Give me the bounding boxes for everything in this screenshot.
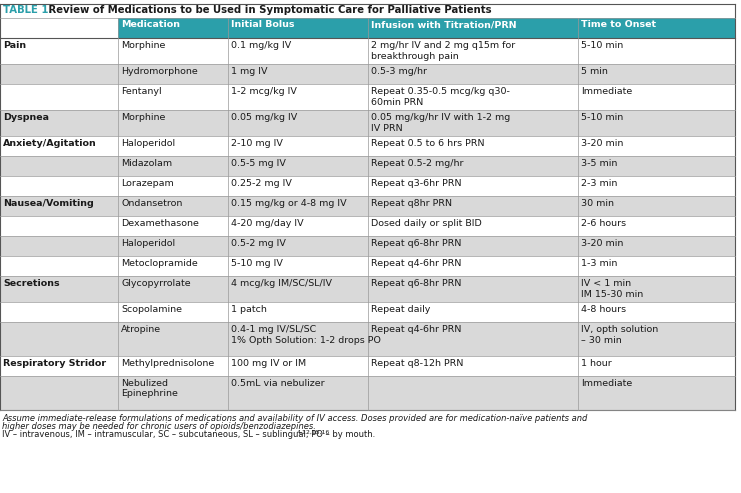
Bar	[0, 196, 735, 216]
Bar	[0, 156, 735, 176]
Text: 2-3 min: 2-3 min	[581, 178, 617, 187]
Text: 0.5-3 mg/hr: 0.5-3 mg/hr	[371, 67, 427, 75]
Bar	[0, 176, 735, 196]
Text: 3-20 min: 3-20 min	[581, 239, 623, 247]
Text: 0.05 mg/kg/hr IV with 1-2 mg
IV PRN: 0.05 mg/kg/hr IV with 1-2 mg IV PRN	[371, 112, 511, 133]
Text: 5-10 mg IV: 5-10 mg IV	[231, 258, 283, 268]
Text: IV – intravenous, IM – intramuscular, SC – subcutaneous, SL – sublingual, PO – b: IV – intravenous, IM – intramuscular, SC…	[2, 430, 375, 439]
Text: 4 mcg/kg IM/SC/SL/IV: 4 mcg/kg IM/SC/SL/IV	[231, 279, 332, 287]
Text: Nausea/Vomiting: Nausea/Vomiting	[3, 199, 94, 208]
Text: Dexamethasone: Dexamethasone	[121, 218, 199, 227]
Text: 1 mg IV: 1 mg IV	[231, 67, 268, 75]
Text: Atropine: Atropine	[121, 324, 161, 333]
Text: 5 min: 5 min	[581, 67, 608, 75]
Bar	[0, 216, 735, 236]
Text: Dyspnea: Dyspnea	[3, 112, 49, 121]
Text: Infusion with Titration/PRN: Infusion with Titration/PRN	[371, 20, 516, 29]
Text: 1-3 min: 1-3 min	[581, 258, 617, 268]
Text: Secretions: Secretions	[3, 279, 59, 287]
Text: Repeat q4-6hr PRN: Repeat q4-6hr PRN	[371, 324, 462, 333]
Text: 0.4-1 mg IV/SL/SC
1% Opth Solution: 1-2 drops PO: 0.4-1 mg IV/SL/SC 1% Opth Solution: 1-2 …	[231, 324, 381, 345]
Bar	[0, 136, 735, 156]
Text: Immediate: Immediate	[581, 379, 632, 387]
Bar	[0, 376, 735, 410]
Text: TABLE 1.: TABLE 1.	[3, 5, 53, 15]
Text: 4,12,15,16: 4,12,15,16	[297, 430, 330, 435]
Text: Immediate: Immediate	[581, 86, 632, 96]
Bar	[0, 356, 735, 376]
Bar	[0, 322, 735, 356]
Text: Hydromorphone: Hydromorphone	[121, 67, 198, 75]
Text: Pain: Pain	[3, 40, 26, 49]
Text: 0.15 mg/kg or 4-8 mg IV: 0.15 mg/kg or 4-8 mg IV	[231, 199, 347, 208]
Text: Haloperidol: Haloperidol	[121, 239, 175, 247]
Text: 0.05 mg/kg IV: 0.05 mg/kg IV	[231, 112, 297, 121]
Text: 4-20 mg/day IV: 4-20 mg/day IV	[231, 218, 304, 227]
Text: Repeat q6-8hr PRN: Repeat q6-8hr PRN	[371, 239, 462, 247]
Text: 0.5-2 mg IV: 0.5-2 mg IV	[231, 239, 286, 247]
Text: Morphine: Morphine	[121, 112, 165, 121]
Text: 3-20 min: 3-20 min	[581, 139, 623, 147]
Text: Morphine: Morphine	[121, 40, 165, 49]
Text: 2-6 hours: 2-6 hours	[581, 218, 626, 227]
Text: 2 mg/hr IV and 2 mg q15m for
breakthrough pain: 2 mg/hr IV and 2 mg q15m for breakthroug…	[371, 40, 515, 61]
Text: 100 mg IV or IM: 100 mg IV or IM	[231, 358, 306, 367]
Text: Repeat 0.5 to 6 hrs PRN: Repeat 0.5 to 6 hrs PRN	[371, 139, 485, 147]
Text: Fentanyl: Fentanyl	[121, 86, 162, 96]
Text: higher doses may be needed for chronic users of opioids/benzodiazepines.: higher doses may be needed for chronic u…	[2, 422, 316, 431]
Text: Metoclopramide: Metoclopramide	[121, 258, 198, 268]
Text: IV < 1 min
IM 15-30 min: IV < 1 min IM 15-30 min	[581, 279, 643, 299]
Text: 5-10 min: 5-10 min	[581, 112, 623, 121]
Bar	[0, 64, 735, 84]
Text: Nebulized
Epinephrine: Nebulized Epinephrine	[121, 379, 178, 398]
Text: 1 hour: 1 hour	[581, 358, 612, 367]
Bar	[0, 84, 735, 110]
Text: Haloperidol: Haloperidol	[121, 139, 175, 147]
Text: Dosed daily or split BID: Dosed daily or split BID	[371, 218, 482, 227]
Text: Initial Bolus: Initial Bolus	[231, 20, 294, 29]
Text: 2-10 mg IV: 2-10 mg IV	[231, 139, 283, 147]
Bar	[0, 110, 735, 136]
Text: Repeat q8-12h PRN: Repeat q8-12h PRN	[371, 358, 463, 367]
Text: Methylprednisolone: Methylprednisolone	[121, 358, 214, 367]
Bar	[0, 256, 735, 276]
Text: Review of Medications to be Used in Symptomatic Care for Palliative Patients: Review of Medications to be Used in Symp…	[45, 5, 491, 15]
Text: Repeat q6-8hr PRN: Repeat q6-8hr PRN	[371, 279, 462, 287]
Text: Midazolam: Midazolam	[121, 159, 172, 168]
Text: Repeat 0.35-0.5 mcg/kg q30-
60min PRN: Repeat 0.35-0.5 mcg/kg q30- 60min PRN	[371, 86, 510, 106]
Text: Medication: Medication	[121, 20, 180, 29]
Text: 1-2 mcg/kg IV: 1-2 mcg/kg IV	[231, 86, 297, 96]
Text: 0.5-5 mg IV: 0.5-5 mg IV	[231, 159, 286, 168]
Text: Ondansetron: Ondansetron	[121, 199, 182, 208]
Text: Repeat daily: Repeat daily	[371, 305, 431, 314]
Text: Repeat 0.5-2 mg/hr: Repeat 0.5-2 mg/hr	[371, 159, 464, 168]
Text: 0.25-2 mg IV: 0.25-2 mg IV	[231, 178, 292, 187]
Text: 1 patch: 1 patch	[231, 305, 267, 314]
Text: 3-5 min: 3-5 min	[581, 159, 617, 168]
Text: Scopolamine: Scopolamine	[121, 305, 182, 314]
Text: Anxiety/Agitation: Anxiety/Agitation	[3, 139, 97, 147]
Text: Time to Onset: Time to Onset	[581, 20, 656, 29]
Bar	[0, 236, 735, 256]
Bar	[0, 302, 735, 322]
Bar	[0, 276, 735, 302]
Text: Respiratory Stridor: Respiratory Stridor	[3, 358, 106, 367]
Text: Assume immediate-release formulations of medications and availability of IV acce: Assume immediate-release formulations of…	[2, 414, 588, 423]
Bar	[0, 38, 735, 64]
Text: Repeat q8hr PRN: Repeat q8hr PRN	[371, 199, 452, 208]
Text: Lorazepam: Lorazepam	[121, 178, 173, 187]
Bar	[118, 18, 735, 38]
Text: Repeat q4-6hr PRN: Repeat q4-6hr PRN	[371, 258, 462, 268]
Text: 0.5mL via nebulizer: 0.5mL via nebulizer	[231, 379, 325, 387]
Text: 0.1 mg/kg IV: 0.1 mg/kg IV	[231, 40, 291, 49]
Text: Glycopyrrolate: Glycopyrrolate	[121, 279, 190, 287]
Bar	[0, 4, 735, 18]
Text: 5-10 min: 5-10 min	[581, 40, 623, 49]
Text: 4-8 hours: 4-8 hours	[581, 305, 626, 314]
Text: 30 min: 30 min	[581, 199, 614, 208]
Text: Repeat q3-6hr PRN: Repeat q3-6hr PRN	[371, 178, 462, 187]
Text: IV, opth solution
– 30 min: IV, opth solution – 30 min	[581, 324, 658, 345]
